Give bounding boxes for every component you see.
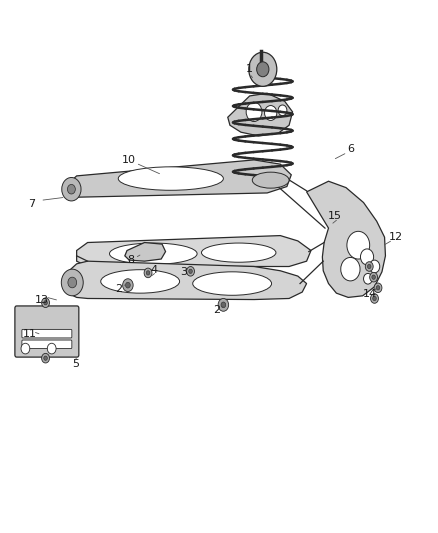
FancyBboxPatch shape <box>22 329 72 338</box>
Polygon shape <box>77 236 311 266</box>
Circle shape <box>369 260 380 273</box>
Text: 7: 7 <box>28 199 35 208</box>
Circle shape <box>365 262 373 271</box>
Circle shape <box>44 301 47 305</box>
Text: 13: 13 <box>35 295 49 304</box>
Text: 11: 11 <box>23 329 37 339</box>
Text: 2: 2 <box>213 305 220 315</box>
Circle shape <box>218 298 229 311</box>
Circle shape <box>67 184 75 194</box>
Text: 12: 12 <box>389 232 403 242</box>
Circle shape <box>61 269 83 296</box>
Circle shape <box>68 277 77 288</box>
Ellipse shape <box>118 167 223 190</box>
Circle shape <box>376 286 380 290</box>
Ellipse shape <box>101 270 180 293</box>
Text: 6: 6 <box>347 144 354 154</box>
Polygon shape <box>307 181 385 297</box>
Circle shape <box>249 52 277 86</box>
Circle shape <box>374 283 382 293</box>
Text: 2: 2 <box>115 284 122 294</box>
Circle shape <box>123 279 133 292</box>
Polygon shape <box>228 93 293 136</box>
Circle shape <box>246 102 262 122</box>
Circle shape <box>189 269 192 273</box>
Circle shape <box>21 343 30 354</box>
Polygon shape <box>68 160 291 197</box>
Circle shape <box>44 356 47 360</box>
FancyBboxPatch shape <box>22 340 72 349</box>
Circle shape <box>265 106 277 120</box>
Circle shape <box>146 271 150 275</box>
Text: 8: 8 <box>127 255 134 265</box>
Polygon shape <box>125 243 166 261</box>
Circle shape <box>257 62 269 77</box>
Ellipse shape <box>110 243 197 264</box>
Text: 4: 4 <box>151 265 158 274</box>
Circle shape <box>126 282 130 288</box>
Circle shape <box>341 257 360 281</box>
Circle shape <box>42 298 49 308</box>
Circle shape <box>221 302 226 308</box>
Ellipse shape <box>193 272 272 295</box>
Circle shape <box>347 231 370 259</box>
Text: 15: 15 <box>328 211 342 221</box>
Circle shape <box>360 249 374 265</box>
Circle shape <box>367 264 371 269</box>
Circle shape <box>47 343 56 354</box>
Text: 3: 3 <box>180 267 187 277</box>
Circle shape <box>144 268 152 278</box>
Circle shape <box>62 177 81 201</box>
Circle shape <box>187 266 194 276</box>
Circle shape <box>42 353 49 363</box>
Circle shape <box>372 275 375 279</box>
Circle shape <box>370 272 378 282</box>
Text: 1: 1 <box>246 64 253 74</box>
FancyBboxPatch shape <box>15 306 79 357</box>
Circle shape <box>371 294 378 303</box>
Ellipse shape <box>252 172 289 188</box>
Circle shape <box>278 105 287 116</box>
Ellipse shape <box>201 243 276 262</box>
Text: 5: 5 <box>72 359 79 368</box>
Text: 10: 10 <box>122 155 136 165</box>
Text: 14: 14 <box>363 289 377 299</box>
Circle shape <box>373 296 376 301</box>
Circle shape <box>364 273 372 284</box>
Polygon shape <box>68 261 307 300</box>
